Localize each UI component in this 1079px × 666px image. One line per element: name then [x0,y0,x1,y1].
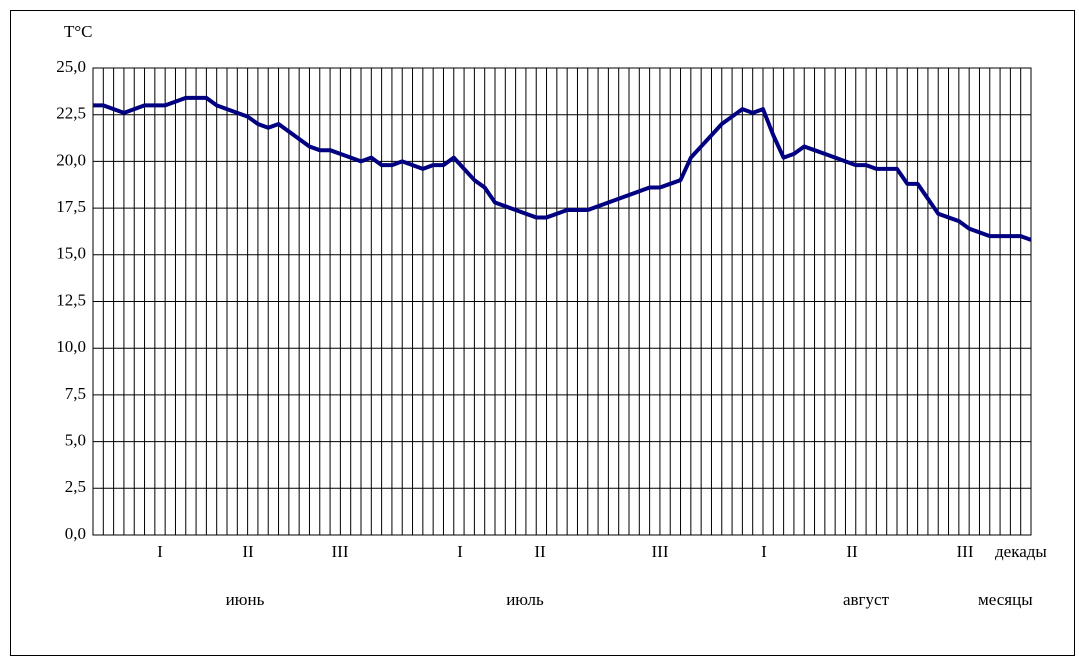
y-tick-label: 7,5 [65,384,86,403]
decades-label: декады [995,542,1047,561]
y-axis-label: T°C [64,22,93,41]
decade-label: II [242,542,254,561]
month-label: август [843,590,890,609]
decade-label: II [846,542,858,561]
y-tick-label: 25,0 [56,57,86,76]
y-tick-label: 10,0 [56,337,86,356]
decade-label: III [332,542,349,561]
chart-frame [10,10,1075,656]
decade-label: III [652,542,669,561]
month-label: июнь [226,590,265,609]
y-tick-label: 15,0 [56,244,86,263]
plot-border [92,67,1032,536]
line-series [93,95,1032,242]
y-tick-label: 12,5 [56,290,86,309]
decade-label: I [157,542,163,561]
y-tick-label: 0,0 [65,524,86,543]
y-tick-label: 17,5 [56,197,86,216]
y-tick-label: 22,5 [56,104,86,123]
y-tick-label: 2,5 [65,477,86,496]
month-label: июль [506,590,544,609]
decade-label: I [761,542,767,561]
decade-label: II [534,542,546,561]
y-tick-label: 5,0 [65,431,86,450]
y-tick-label: 20,0 [56,150,86,169]
months-label: месяцы [978,590,1033,609]
decade-label: III [957,542,974,561]
decade-label: I [457,542,463,561]
